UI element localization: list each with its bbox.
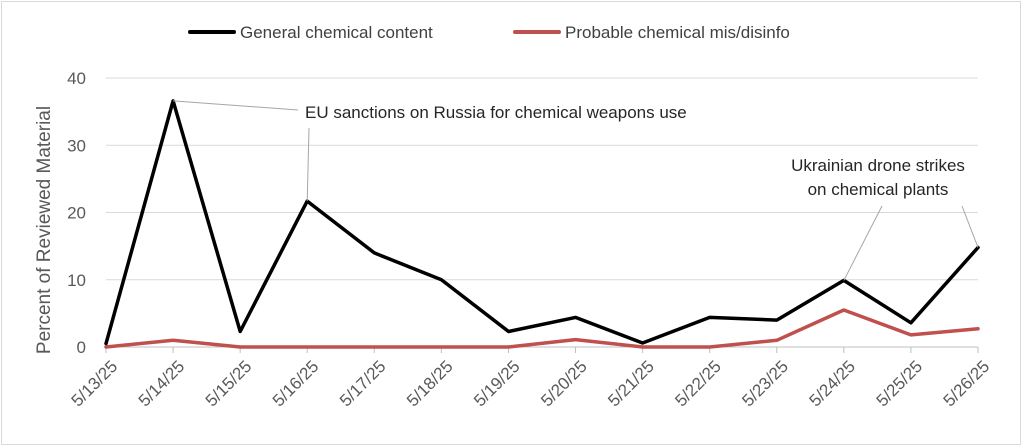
annotation-label: on chemical plants	[808, 180, 949, 199]
y-tick-label: 10	[67, 271, 86, 290]
y-tick-label: 0	[77, 338, 86, 357]
x-tick-label: 5/18/25	[403, 357, 457, 411]
y-tick-label: 20	[67, 204, 86, 223]
annotations: EU sanctions on Russia for chemical weap…	[173, 100, 979, 281]
legend-label: Probable chemical mis/disinfo	[565, 23, 790, 42]
y-axis-label: Percent of Reviewed Material	[34, 106, 55, 354]
y-tick-label: 40	[67, 69, 86, 88]
series-line	[104, 308, 980, 349]
x-tick-label: 5/17/25	[336, 357, 390, 411]
annotation-label: Ukrainian drone strikes	[791, 156, 965, 175]
x-tick-label: 5/22/25	[671, 357, 725, 411]
annotation-label: EU sanctions on Russia for chemical weap…	[305, 103, 687, 122]
annotation-leader	[306, 127, 310, 202]
annotation-leader	[961, 205, 979, 248]
legend: General chemical content Probable chemica…	[188, 23, 790, 42]
x-tick-label: 5/26/25	[940, 357, 994, 411]
legend-label: General chemical content	[240, 23, 433, 42]
x-tick-label: 5/23/25	[738, 357, 792, 411]
y-tick-label: 30	[67, 136, 86, 155]
annotation-leader	[173, 100, 299, 111]
series-lines	[104, 99, 980, 349]
x-tick-label: 5/24/25	[806, 357, 860, 411]
y-axis-ticks: 0 10 20 30 40	[67, 69, 86, 357]
gridlines	[106, 77, 978, 281]
x-tick-label: 5/20/25	[537, 357, 591, 411]
series-line	[104, 99, 980, 346]
x-tick-label: 5/16/25	[269, 357, 323, 411]
x-tick-label: 5/21/25	[604, 357, 658, 411]
x-axis-ticks: 5/13/25 5/14/25 5/15/25 5/16/25 5/17/25 5/18/…	[68, 347, 994, 411]
x-tick-label: 5/19/25	[470, 357, 524, 411]
x-tick-label: 5/13/25	[68, 357, 122, 411]
x-tick-label: 5/15/25	[202, 357, 256, 411]
annotation-leader	[843, 205, 883, 281]
x-tick-label: 5/25/25	[873, 357, 927, 411]
x-tick-label: 5/14/25	[135, 357, 189, 411]
